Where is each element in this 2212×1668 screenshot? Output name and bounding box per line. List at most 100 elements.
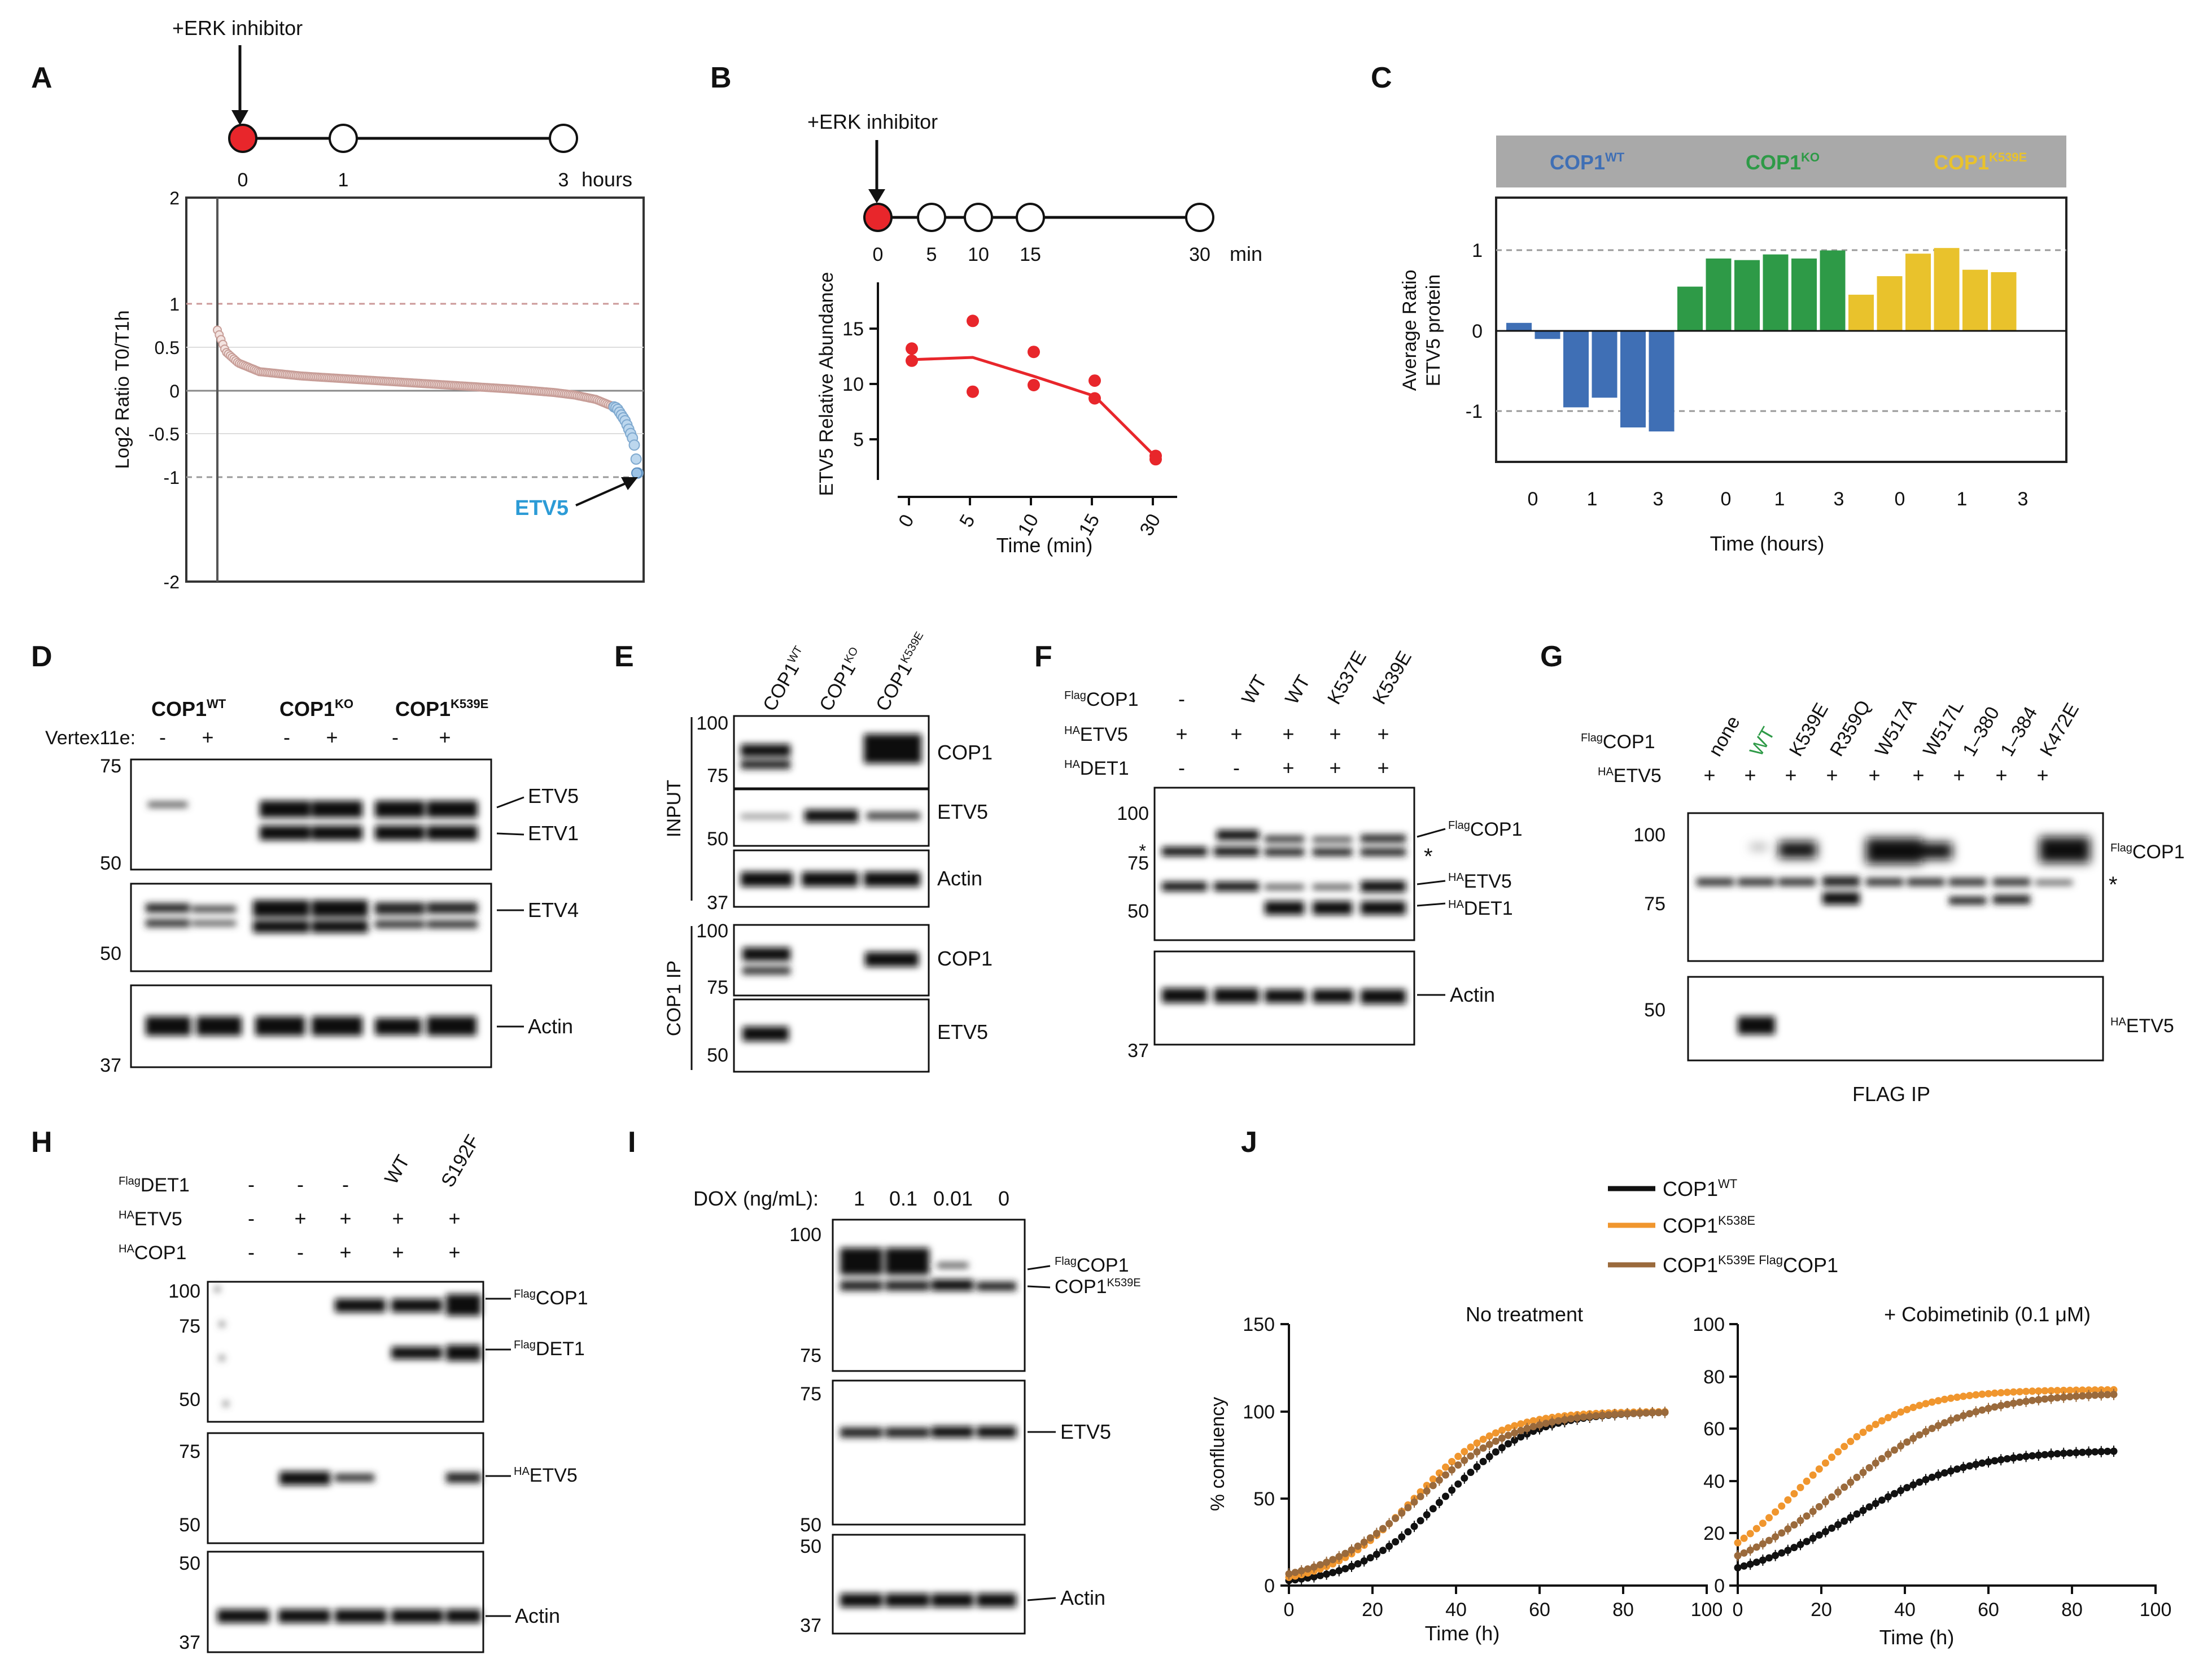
data-point [1940, 1469, 1948, 1477]
data-point [1978, 1406, 1986, 1414]
data-point [1821, 1459, 1829, 1467]
data-point [1573, 1414, 1581, 1422]
data-point [1473, 1439, 1481, 1447]
data-point [1442, 1463, 1449, 1471]
mw-marker: 50 [1127, 901, 1149, 922]
mw-marker: 50 [100, 853, 121, 874]
x-tick: 1 [1587, 488, 1598, 510]
y-tick: 60 [1703, 1418, 1725, 1440]
data-point [1379, 1525, 1387, 1532]
data-point [1385, 1519, 1393, 1527]
data-point [2060, 1386, 2067, 1394]
mw-marker: 75 [800, 1383, 821, 1405]
lane-sign: + [1282, 722, 1294, 745]
y-tick: 100 [1693, 1314, 1725, 1335]
mw-marker: 75 [100, 756, 121, 777]
data-point [2053, 1394, 2061, 1401]
x-tick: 40 [1445, 1599, 1467, 1621]
data-point [2053, 1387, 2061, 1395]
data-point [1149, 453, 1162, 466]
lane-sign: + [1868, 763, 1880, 787]
data-point [1310, 1573, 1318, 1581]
panel-i: I DOX (ng/mL): 1 0.1 0.01 0 100 75 75 50… [628, 1126, 1141, 1636]
data-point [630, 453, 642, 465]
data-point [1523, 1418, 1531, 1426]
lane-header: R359Q [1826, 697, 1875, 760]
data-point [1765, 1514, 1773, 1522]
data-point [1778, 1549, 1786, 1557]
data-point [1966, 1410, 1974, 1418]
data-point [1740, 1534, 1748, 1542]
data-point [1448, 1458, 1456, 1465]
data-point [1752, 1558, 1760, 1566]
lane-sign: + [202, 726, 213, 749]
data-point [1947, 1416, 1955, 1424]
data-point [1916, 1431, 1924, 1439]
band-label: ETV5 [937, 1020, 988, 1043]
data-point [1417, 1492, 1424, 1500]
lane-header: 1–384 [1996, 703, 2041, 760]
data-point [1984, 1404, 1992, 1412]
data-point [1916, 1401, 1924, 1409]
lane-sign: - [297, 1241, 304, 1264]
data-point [1922, 1400, 1930, 1408]
x-tick: 1 [1774, 488, 1785, 510]
data-point [1567, 1415, 1575, 1423]
data-point [1790, 1521, 1798, 1529]
x-tick: 0 [1721, 488, 1732, 510]
data-point [1505, 1424, 1512, 1432]
panel-letter-f: F [1034, 640, 1052, 673]
data-point [2009, 1399, 2017, 1407]
data-point [1865, 1503, 1873, 1511]
data-point [1329, 1556, 1337, 1564]
x-axis-label: Time (h) [1879, 1626, 1955, 1649]
lane-sign: + [2036, 763, 2048, 787]
data-point [1960, 1464, 1968, 1471]
data-point [2079, 1386, 2086, 1394]
data-point [1740, 1549, 1748, 1557]
data-point [1467, 1443, 1475, 1451]
dox-value: 1 [854, 1187, 865, 1210]
band-label: Actin [1450, 983, 1495, 1006]
lane-header: WT [381, 1151, 414, 1188]
bar [1791, 258, 1817, 331]
data-point [1423, 1511, 1431, 1519]
lane-header: W517A [1871, 695, 1921, 760]
bar [1934, 248, 1960, 331]
data-point [628, 439, 640, 451]
lane-sign: - [248, 1207, 255, 1230]
data-point [1623, 1410, 1631, 1418]
lane-header: K472E [2036, 700, 2083, 760]
x-tick: 0 [894, 511, 918, 531]
band-label: ETV5 [937, 800, 988, 823]
lane-sign: + [448, 1207, 460, 1230]
data-point [1348, 1546, 1356, 1554]
mw-marker: 75 [707, 765, 728, 787]
data-point [1611, 1411, 1619, 1418]
data-point [1859, 1429, 1867, 1436]
data-point [2066, 1393, 2074, 1401]
data-point [2072, 1449, 2080, 1457]
data-point [1891, 1411, 1898, 1418]
panel-letter-d: D [31, 640, 53, 673]
data-point [1323, 1558, 1331, 1566]
bar [1848, 294, 1874, 331]
x-tick: 5 [955, 511, 979, 531]
row-label: FlagCOP1 [1064, 689, 1139, 710]
data-point [1360, 1557, 1368, 1565]
panel-c: C COP1WT COP1KO COP1K539E 1 0 -1 Average… [1371, 62, 2067, 555]
data-point [1636, 1409, 1644, 1417]
data-point [1734, 1552, 1742, 1560]
y-axis-label: ETV5 protein [1423, 274, 1444, 386]
data-point [1429, 1482, 1437, 1490]
band-label: FlagCOP1 [514, 1287, 588, 1309]
y-tick: -1 [1466, 401, 1483, 422]
data-point [1903, 1438, 1911, 1446]
y-tick: 10 [842, 374, 864, 395]
data-point [1853, 1433, 1861, 1440]
mw-marker: 50 [1644, 999, 1665, 1021]
data-point [1897, 1442, 1905, 1450]
data-point [967, 315, 979, 328]
band-label: COP1 [937, 741, 993, 764]
data-point [1285, 1570, 1293, 1578]
